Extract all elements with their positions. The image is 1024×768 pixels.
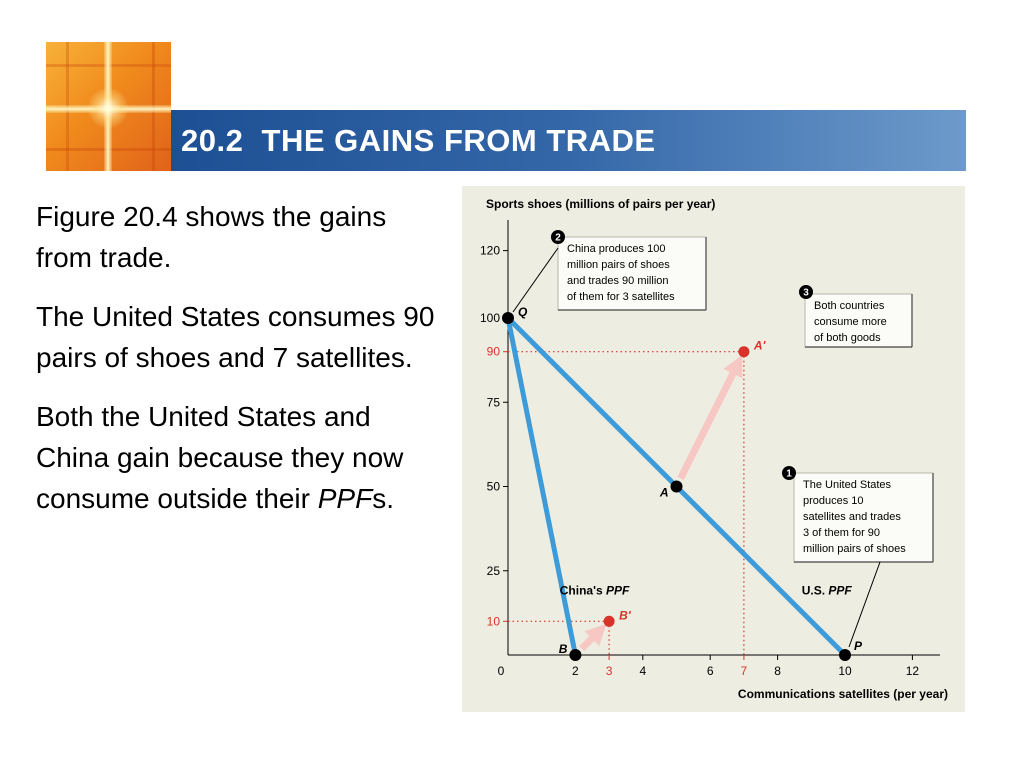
paragraph-3-suffix: s. (372, 483, 394, 514)
body-text: Figure 20.4 shows the gains from trade. … (36, 196, 448, 537)
paragraph-1: Figure 20.4 shows the gains from trade. (36, 201, 387, 273)
point-label-a-prime: A' (753, 339, 767, 353)
paragraph-3-text: Both the United States and China gain be… (36, 401, 404, 514)
point-label-b-prime: B' (619, 608, 632, 622)
annotation-number: 2 (555, 233, 561, 244)
x-axis-title: Communications satellites (per year) (738, 687, 948, 701)
slide-title: 20.2 THE GAINS FROM TRADE (181, 123, 656, 158)
annotation-text-line: million pairs of shoes (803, 543, 906, 555)
annotation-text-line: produces 10 (803, 495, 864, 507)
title-bar: 20.2 THE GAINS FROM TRADE (171, 110, 966, 171)
y-tick-label: 75 (487, 395, 501, 409)
point-label-q: Q (518, 305, 528, 319)
x-tick-label: 8 (774, 664, 781, 678)
annotation-number: 1 (786, 469, 792, 480)
x-tick-label: 2 (572, 664, 579, 678)
annotation-1: 1 The United States produces 10 satellites … (782, 466, 934, 648)
logo (46, 42, 171, 171)
x-tick-label: 0 (498, 664, 505, 678)
us-trade-arrow (677, 354, 743, 481)
point-q (502, 312, 514, 324)
y-tick-label-highlight: 90 (487, 345, 501, 359)
annotation-leader-line (848, 561, 881, 648)
annotation-leader-line (512, 247, 559, 313)
point-a (670, 480, 683, 493)
annotation-box (804, 293, 913, 348)
figure-panel: Sports shoes (millions of pairs per year… (462, 186, 965, 712)
paragraph-3: Both the United States and China gain be… (36, 396, 448, 519)
annotation-2: 2 China produces 100 million pairs of shoe… (512, 230, 707, 313)
annotation-text-line: of them for 3 satellites (567, 291, 675, 303)
china-ppf-label: China's PPF (560, 583, 630, 597)
point-p (839, 649, 851, 661)
annotation-text-line: China produces 100 (567, 243, 665, 255)
paragraph-2: The United States consumes 90 pairs of s… (36, 301, 435, 373)
annotation-text-line: 3 of them for 90 (803, 527, 880, 539)
annotation-text-line: Both countries (814, 300, 885, 312)
x-tick-label-highlight: 3 (606, 664, 613, 678)
y-tick-label: 100 (480, 311, 500, 325)
point-b-prime (603, 615, 615, 627)
x-tick-label: 12 (906, 664, 920, 678)
paragraph-3-ppf: PPF (317, 483, 373, 514)
y-tick-label-highlight: 10 (487, 614, 501, 628)
gains-from-trade-chart: Sports shoes (millions of pairs per year… (480, 197, 948, 701)
x-tick-label: 10 (838, 664, 852, 678)
annotation-text-line: million pairs of shoes (567, 259, 670, 271)
y-tick-label: 120 (480, 244, 500, 258)
annotation-number-badge (551, 230, 565, 244)
point-a-prime (738, 346, 750, 358)
x-tick-label: 4 (639, 664, 646, 678)
y-axis-title: Sports shoes (millions of pairs per year… (486, 197, 715, 211)
us-ppf-label: U.S. PPF (802, 583, 853, 597)
point-b (569, 649, 582, 661)
point-label-b: B (559, 642, 568, 656)
annotation-number-badge (799, 285, 813, 299)
annotation-text-line: satellites and trades (803, 511, 901, 523)
annotation-text-line: The United States (803, 479, 892, 491)
annotation-text-line: of both goods (814, 332, 881, 344)
x-tick-label-highlight: 7 (741, 664, 748, 678)
annotation-box (557, 236, 707, 311)
x-tick-label: 6 (707, 664, 714, 678)
annotation-text-line: consume more (814, 316, 887, 328)
point-label-a: A (659, 486, 669, 500)
annotation-3: 3 Both countries consume more of both goods (799, 285, 913, 348)
annotation-text-line: and trades 90 million (567, 275, 669, 287)
annotation-box (793, 472, 934, 563)
china-trade-arrow (579, 623, 607, 652)
china-ppf-line (505, 315, 578, 658)
annotation-number-badge (782, 466, 796, 480)
point-label-p: P (854, 639, 863, 653)
annotation-number: 3 (803, 288, 809, 299)
y-tick-label: 25 (487, 564, 501, 578)
y-tick-label: 50 (487, 480, 501, 494)
